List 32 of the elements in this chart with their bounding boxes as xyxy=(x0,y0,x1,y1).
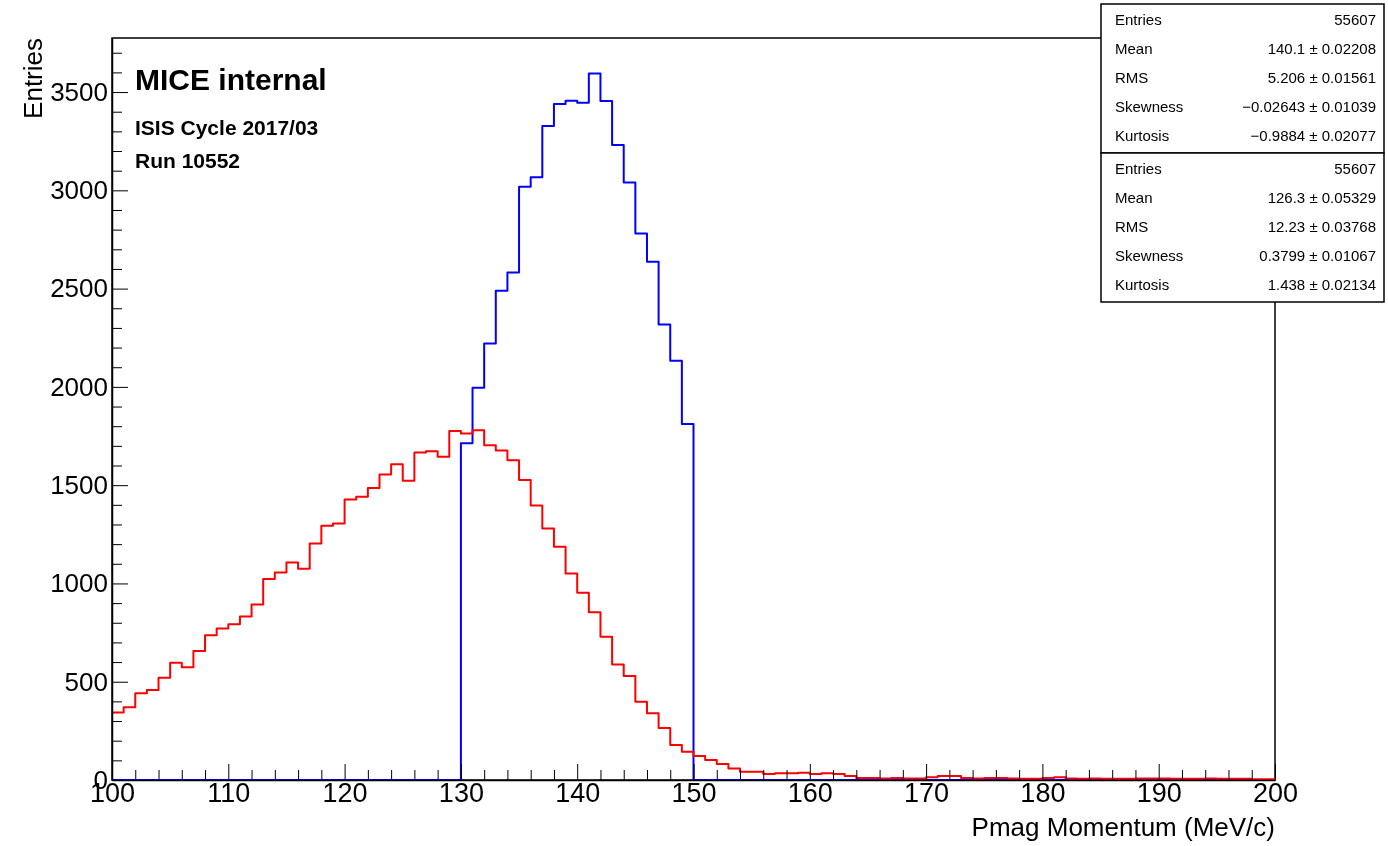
y-tick-label: 3500 xyxy=(50,76,108,107)
text: Skewness 0.3799 ± 0.01067 xyxy=(1115,247,1376,264)
x-tick-label: 170 xyxy=(904,777,950,808)
y-tick-label: 1000 xyxy=(50,568,108,599)
x-tick-label: 190 xyxy=(1136,777,1182,808)
annotation: MICE internal xyxy=(135,63,327,96)
y-tick-label: 500 xyxy=(64,666,108,697)
x-tick-label: 200 xyxy=(1252,777,1299,808)
text: Kurtosis −0.9884 ± 0.02077 xyxy=(1115,127,1376,144)
text: Kurtosis 1.438 ± 0.02134 xyxy=(1115,276,1376,293)
text: Skewness −0.02643 ± 0.01039 xyxy=(1115,98,1376,115)
annotation: Run 10552 xyxy=(135,149,241,172)
x-axis-title: Pmag Momentum (MeV/c) xyxy=(971,812,1275,842)
x-tick-label: 130 xyxy=(438,777,484,808)
y-tick-label: 2000 xyxy=(50,371,108,402)
x-tick-label: 160 xyxy=(787,777,833,808)
text: RMS 12.23 ± 0.03768 xyxy=(1115,218,1376,235)
text: Mean 140.1 ± 0.02208 xyxy=(1115,40,1376,57)
text: Entries 55607 xyxy=(1115,160,1376,177)
y-axis-title: Entries xyxy=(18,38,48,119)
x-tick-label: 120 xyxy=(322,777,368,808)
text: Mean 126.3 ± 0.05329 xyxy=(1115,189,1376,206)
x-tick-label: 180 xyxy=(1020,777,1066,808)
x-tick-label: 150 xyxy=(671,777,717,808)
text: Entries 55607 xyxy=(1115,11,1376,28)
x-tick-label: 110 xyxy=(207,777,251,808)
x-tick-label: 140 xyxy=(555,777,601,808)
y-tick-label: 1500 xyxy=(50,469,108,500)
text: RMS 5.206 ± 0.01561 xyxy=(1115,69,1376,86)
y-tick-label: 2500 xyxy=(50,273,108,304)
y-tick-label: 3000 xyxy=(50,175,108,206)
annotation: ISIS Cycle 2017/03 xyxy=(135,116,319,139)
